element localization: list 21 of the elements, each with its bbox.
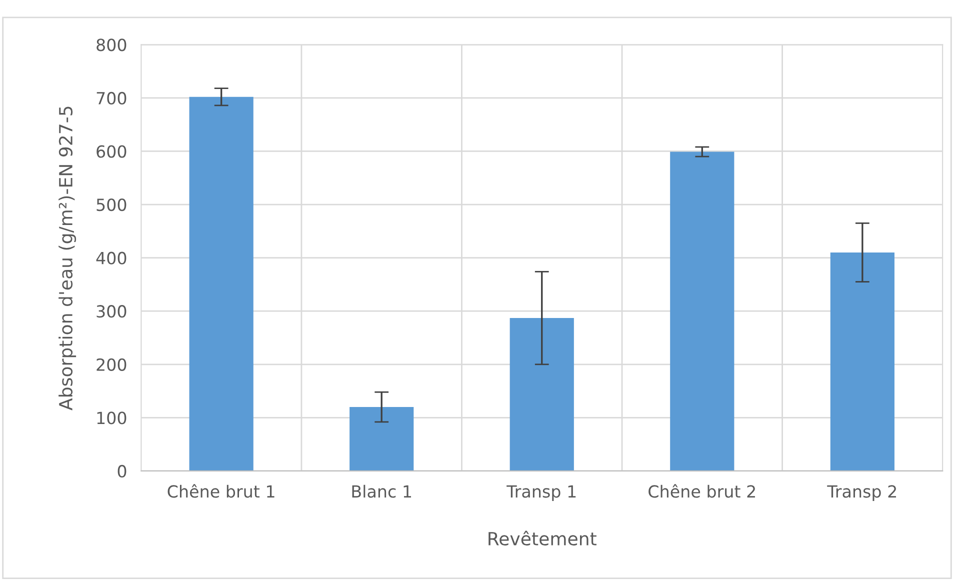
y-tick-label: 500 — [96, 198, 126, 212]
y-tick-label: 100 — [97, 412, 126, 424]
bar — [350, 407, 414, 471]
x-tick-label: Transp 2 — [827, 485, 896, 501]
x-tick-label: Transp 1 — [506, 485, 576, 501]
y-tick-label: 600 — [96, 145, 126, 158]
y-tick-label: 200 — [96, 358, 126, 371]
bar — [830, 252, 894, 471]
bar — [189, 96, 254, 471]
y-tick-label: 0 — [118, 464, 126, 478]
y-tick-label: 700 — [96, 92, 126, 105]
x-tick-label: Blanc 1 — [352, 484, 412, 498]
y-tick-label: 300 — [96, 305, 126, 318]
y-axis-title: Absorption d'eau (g/m²)-EN 927-5 — [58, 106, 76, 410]
bar — [670, 152, 734, 471]
x-axis-title: Revêtement — [488, 530, 596, 546]
x-tick-label: Chêne brut 2 — [648, 484, 755, 498]
y-tick-label: 400 — [96, 252, 126, 264]
y-tick-label: 800 — [96, 38, 126, 52]
x-tick-label: Chêne brut 1 — [168, 484, 274, 498]
bar — [510, 318, 574, 471]
